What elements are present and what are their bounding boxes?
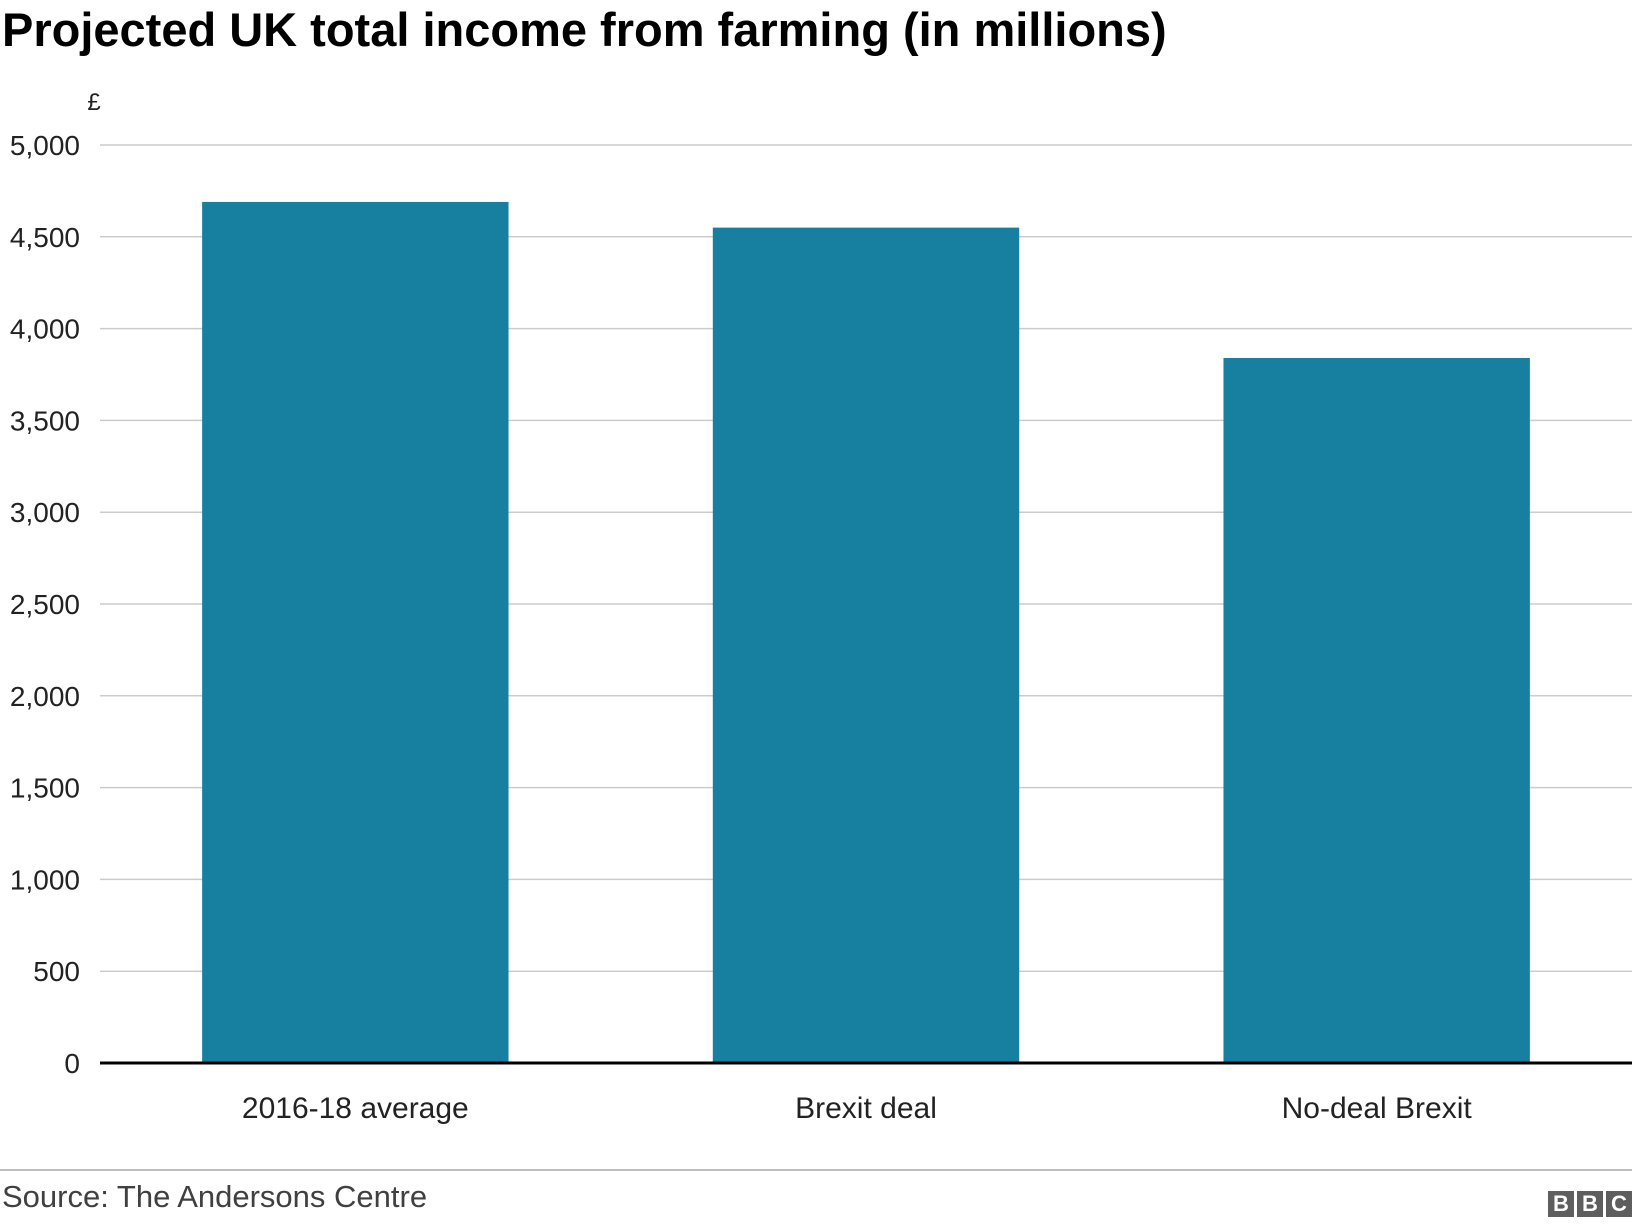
chart-title: Projected UK total income from farming (…: [2, 3, 1167, 56]
footer-divider: [0, 1169, 1632, 1171]
x-tick-label: Brexit deal: [795, 1092, 937, 1125]
bbc-logo-letter: C: [1606, 1191, 1632, 1217]
bars: [202, 201, 1530, 1063]
bar: [1223, 357, 1530, 1063]
y-tick-label: 4,000: [10, 314, 80, 345]
y-tick-label: 4,500: [10, 222, 80, 253]
x-tick-label: No-deal Brexit: [1282, 1092, 1473, 1125]
y-tick-label: 1,000: [10, 864, 80, 895]
bar: [712, 227, 1020, 1063]
y-tick-label: 1,500: [10, 773, 80, 804]
bar: [202, 201, 509, 1063]
y-tick-label: 2,000: [10, 681, 80, 712]
y-tick-label: 5,000: [10, 130, 80, 161]
bbc-logo-letter: B: [1577, 1191, 1603, 1217]
y-tick-label: 2,500: [10, 589, 80, 620]
y-tick-label: 3,000: [10, 497, 80, 528]
bbc-logo-letter: B: [1548, 1191, 1574, 1217]
bbc-logo-icon: B B C: [1548, 1191, 1632, 1217]
y-tick-label: 3,500: [10, 405, 80, 436]
x-tick-label: 2016-18 average: [242, 1092, 469, 1125]
source-note: Source: The Andersons Centre: [2, 1179, 428, 1214]
y-tick-label: 0: [64, 1048, 80, 1079]
x-axis-ticks: 2016-18 average Brexit deal No-deal Brexit: [242, 1092, 1472, 1125]
y-axis-unit-label: £: [87, 89, 100, 116]
y-axis-ticks: 0 500 1,000 1,500 2,000 2,500 3,000 3,500 4,000 4…: [10, 130, 80, 1079]
bar-chart: 0 500 1,000 1,500 2,000 2,500 3,000 3,500 4,000 4…: [10, 89, 1632, 1125]
y-tick-label: 500: [33, 956, 80, 987]
